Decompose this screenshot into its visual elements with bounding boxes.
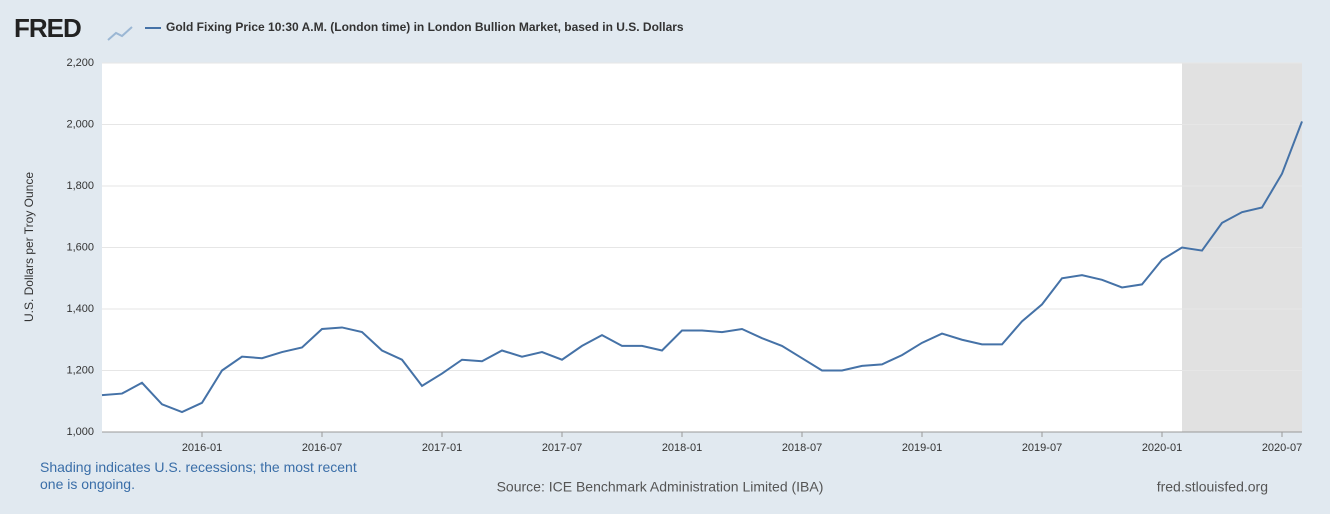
source: Source: ICE Benchmark Administration Lim… <box>497 479 824 495</box>
x-tick-label: 2019-07 <box>1022 442 1062 454</box>
logo: FRED <box>14 13 81 43</box>
x-tick-label: 2019-01 <box>902 442 942 454</box>
legend-label: Gold Fixing Price 10:30 A.M. (London tim… <box>166 20 684 34</box>
y-tick-label: 2,000 <box>66 118 94 130</box>
y-tick-label: 1,000 <box>66 426 94 438</box>
y-tick-label: 1,200 <box>66 364 94 376</box>
x-tick-label: 2018-07 <box>782 442 822 454</box>
x-tick-label: 2016-07 <box>302 442 342 454</box>
series-line <box>101 121 1303 414</box>
y-tick-label: 2,200 <box>66 57 94 69</box>
x-tick-label: 2020-07 <box>1262 442 1302 454</box>
recession-note: Shading indicates U.S. recessions; the m… <box>40 459 357 492</box>
x-tick-label: 2017-01 <box>422 442 462 454</box>
x-tick-label: 2016-01 <box>182 442 222 454</box>
x-tick-label: 2020-01 <box>1142 442 1182 454</box>
y-tick-label: 1,600 <box>66 241 94 253</box>
site: fred.stlouisfed.org <box>1157 479 1268 495</box>
y-tick-label: 1,800 <box>66 180 94 192</box>
x-tick-label: 2018-01 <box>662 442 702 454</box>
logo-icon <box>107 26 133 41</box>
y-axis-label: U.S. Dollars per Troy Ounce <box>22 172 36 322</box>
x-tick-label: 2017-07 <box>542 442 582 454</box>
y-tick-label: 1,400 <box>66 303 94 315</box>
